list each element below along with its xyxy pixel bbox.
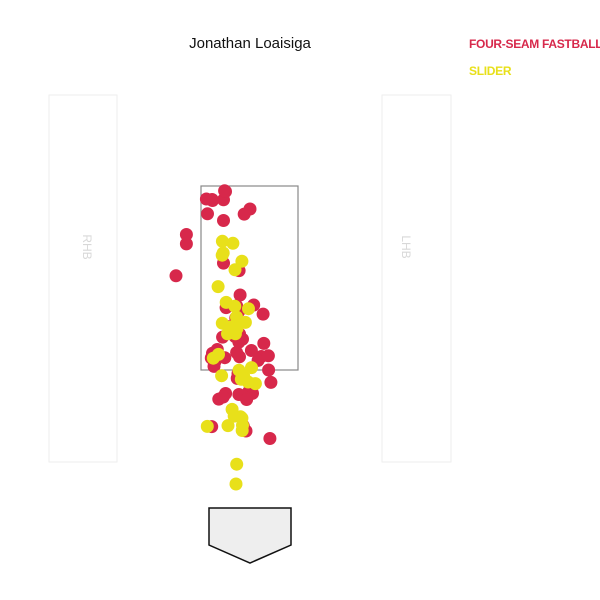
four-seam-fastball-pitch-point — [257, 336, 271, 350]
slider-pitch-point — [230, 310, 243, 324]
slider-pitch-point — [221, 419, 235, 433]
four-seam-fastball-pitch-point — [256, 307, 270, 321]
chart-title: Jonathan Loaisiga — [189, 35, 311, 52]
slider-pitch-point — [235, 254, 249, 268]
slider-pitch-point — [226, 236, 240, 250]
four-seam-fastball-pitch-point — [201, 207, 214, 221]
slider-pitch-point — [245, 361, 258, 375]
batter-box-right: LHB — [381, 94, 452, 463]
four-seam-fastball-pitch-point — [237, 207, 251, 221]
pitch-points — [169, 184, 278, 491]
four-seam-fastball-pitch-point — [262, 363, 276, 377]
slider-pitch-point — [237, 372, 251, 386]
slider-pitch-point — [215, 369, 229, 383]
slider-pitch-point — [242, 302, 255, 316]
slider-pitch-point — [230, 322, 244, 335]
slider-pitch-point — [227, 409, 241, 423]
batter-box-right-outline — [381, 94, 452, 463]
four-seam-fastball-pitch-point — [264, 375, 278, 389]
four-seam-fastball-pitch-point — [233, 288, 247, 302]
legend: FOUR-SEAM FASTBALL SLIDER — [469, 37, 600, 78]
four-seam-fastball-pitch-point — [199, 192, 213, 206]
four-seam-fastball-pitch-point — [244, 344, 258, 357]
slider-pitch-point — [215, 234, 229, 248]
batter-box-right-label: LHB — [399, 235, 413, 258]
batter-box-left-label: RHB — [80, 234, 94, 259]
four-seam-fastball-pitch-point — [216, 390, 230, 404]
slider-pitch-point — [230, 457, 244, 471]
slider-pitch-point — [216, 246, 230, 260]
legend-label-four-seam-fastball: FOUR-SEAM FASTBALL — [469, 37, 600, 51]
home-plate — [208, 507, 292, 564]
batter-box-left: RHB — [48, 94, 118, 463]
four-seam-fastball-pitch-point — [179, 237, 193, 251]
slider-pitch-point — [229, 477, 243, 491]
slider-pitch-point — [219, 295, 233, 309]
four-seam-fastball-pitch-point — [261, 349, 275, 363]
batter-box-left-outline — [48, 94, 118, 463]
slider-pitch-point — [211, 280, 225, 294]
four-seam-fastball-pitch-point — [230, 346, 244, 359]
slider-pitch-point — [200, 419, 214, 433]
legend-label-slider: SLIDER — [469, 64, 512, 78]
four-seam-fastball-pitch-point — [179, 228, 193, 241]
four-seam-fastball-pitch-point — [263, 432, 277, 445]
four-seam-fastball-pitch-point — [240, 393, 254, 406]
slider-pitch-point — [212, 347, 225, 361]
four-seam-fastball-pitch-point — [169, 269, 183, 283]
four-seam-fastball-pitch-point — [217, 214, 230, 227]
four-seam-fastball-pitch-point — [218, 184, 232, 198]
